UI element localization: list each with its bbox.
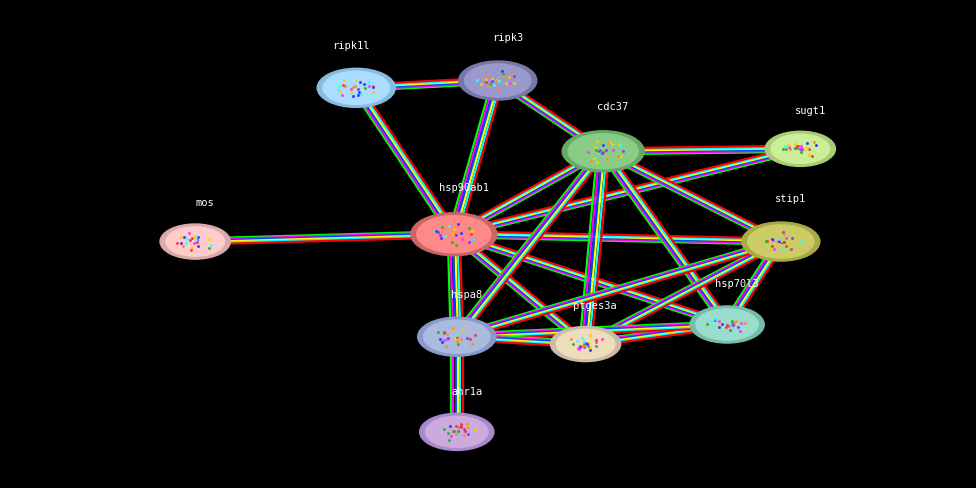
Circle shape [465,64,531,97]
Text: ripk1l: ripk1l [333,41,370,51]
Circle shape [166,227,224,256]
Circle shape [696,309,758,340]
Circle shape [556,329,615,359]
Circle shape [418,317,496,356]
Text: ahr1a: ahr1a [451,387,482,397]
Circle shape [771,134,830,163]
Text: cdc37: cdc37 [597,102,629,112]
Circle shape [160,224,230,259]
Circle shape [748,225,814,258]
Circle shape [424,320,490,353]
Text: ptges3a: ptges3a [574,301,617,311]
Text: stip1: stip1 [775,195,806,204]
Circle shape [568,134,638,169]
Text: sugt1: sugt1 [794,106,826,116]
Circle shape [426,416,488,447]
Circle shape [417,216,491,253]
Circle shape [690,306,764,343]
Circle shape [411,213,497,256]
Circle shape [459,61,537,100]
Text: hsp70l3: hsp70l3 [715,280,758,289]
Text: mos: mos [195,199,215,208]
Circle shape [765,131,835,166]
Circle shape [562,131,644,172]
Circle shape [742,222,820,261]
Text: ripk3: ripk3 [492,34,523,43]
Circle shape [550,326,621,362]
Text: hsp90ab1: hsp90ab1 [438,183,489,193]
Circle shape [323,71,389,104]
Text: hspa8: hspa8 [451,290,482,300]
Circle shape [317,68,395,107]
Circle shape [420,413,494,450]
